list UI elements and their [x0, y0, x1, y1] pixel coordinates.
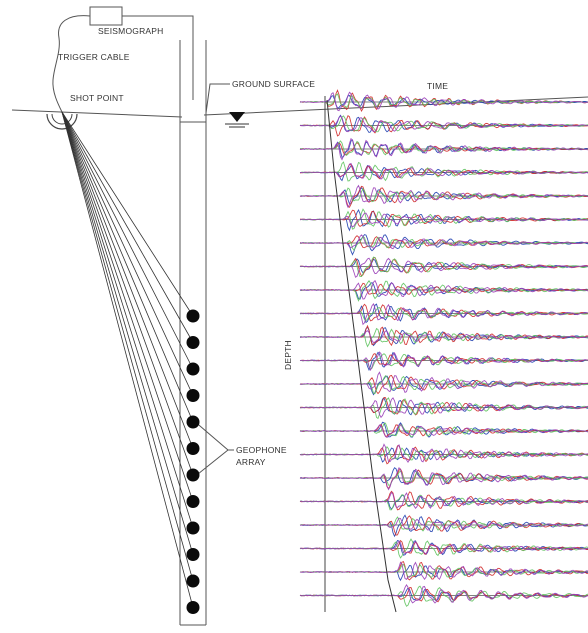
shot-point-label: SHOT POINT: [70, 93, 124, 103]
ray-path: [61, 111, 194, 582]
seismic-trace-wave: [300, 162, 588, 180]
ray-path: [61, 111, 194, 476]
ray-path: [61, 111, 194, 608]
seismic-trace-wave: [299, 584, 588, 604]
seismic-trace-wave: [299, 208, 588, 232]
seismic-trace-wave: [299, 490, 588, 511]
depth-label: DEPTH: [283, 340, 293, 370]
ray-paths: [61, 111, 194, 608]
geophone: [186, 468, 200, 482]
seismic-trace-wave: [299, 303, 588, 326]
time-label: TIME: [427, 81, 449, 91]
seismic-trace-wave: [299, 235, 588, 252]
seismic-trace-wave: [299, 330, 588, 344]
trigger-cable-label: TRIGGER CABLE: [58, 52, 130, 62]
ray-path: [61, 111, 194, 423]
geophone: [186, 574, 200, 588]
seismic-trace-wave: [299, 279, 588, 300]
ray-path: [61, 111, 194, 449]
shot-point-symbol: [46, 113, 78, 130]
seismic-trace-wave: [299, 371, 588, 394]
seismic-traces: [299, 89, 588, 607]
seismic-trace-wave: [299, 93, 588, 110]
geophone: [186, 442, 200, 455]
seismic-trace-wave: [299, 184, 588, 209]
ground-surface-label: GROUND SURFACE: [232, 79, 316, 89]
ray-path: [61, 111, 194, 529]
geophone: [186, 521, 200, 535]
geophone: [186, 495, 200, 508]
seismic-trace-wave: [299, 516, 588, 532]
seismic-trace-wave: [299, 161, 588, 182]
seismograph-box: [89, 6, 123, 26]
seismic-trace-wave: [299, 89, 588, 112]
geophone-label: GEOPHONE: [236, 445, 287, 455]
ground-surface-left: [11, 109, 183, 118]
seismic-trace-wave: [299, 540, 588, 555]
ray-path: [61, 111, 194, 370]
seismic-trace-wave: [299, 324, 588, 347]
ground-surface-right: [203, 96, 588, 116]
ray-path: [61, 111, 194, 396]
seismic-trace-wave: [299, 114, 588, 134]
seismic-trace-wave: [299, 257, 588, 278]
seismic-trace-wave: [299, 468, 588, 490]
ground-surface-leader: [205, 83, 230, 114]
seismic-trace-wave: [299, 115, 588, 133]
seismic-trace-wave: [299, 424, 588, 438]
seismic-trace-wave: [299, 114, 588, 137]
seismic-trace-wave: [300, 91, 588, 112]
seismic-trace-wave: [300, 209, 588, 227]
geophone-array: [186, 309, 200, 614]
seismic-trace-wave: [299, 422, 588, 438]
seismic-trace-wave: [300, 303, 588, 322]
water-table-icon: [229, 112, 245, 122]
seismic-trace-wave: [299, 397, 588, 419]
seismic-trace-wave: [299, 561, 588, 581]
seismic-trace-wave: [299, 563, 588, 578]
ray-path: [61, 111, 194, 343]
ray-path: [61, 111, 194, 502]
geophone: [186, 415, 200, 429]
seismic-trace-wave: [299, 467, 588, 491]
geophone: [186, 362, 200, 376]
geophone: [186, 601, 200, 614]
first-arrival-line: [326, 99, 397, 613]
seismic-trace-wave: [300, 140, 588, 157]
ray-path: [61, 111, 194, 317]
geophone: [186, 548, 200, 561]
seismic-trace-wave: [299, 539, 588, 555]
ray-path: [61, 111, 194, 555]
seismic-trace-wave: [299, 517, 588, 531]
seismic-trace-wave: [299, 491, 588, 510]
trigger-cable: [52, 15, 91, 113]
seismic-trace-wave: [299, 443, 588, 463]
seismic-trace-wave: [299, 351, 588, 372]
seismic-trace-wave: [299, 234, 588, 250]
array-label: ARRAY: [236, 457, 266, 467]
seismograph-label: SEISMOGRAPH: [98, 26, 164, 36]
seismic-trace-wave: [299, 327, 588, 348]
geophone: [186, 336, 200, 349]
shot-point-symbol-inner: [51, 113, 73, 125]
seismic-trace-wave: [299, 212, 588, 228]
geophone: [186, 389, 200, 402]
seismic-trace-wave: [299, 187, 588, 203]
seismic-trace-wave: [299, 137, 588, 161]
seismograph-to-borehole-cable: [122, 15, 194, 100]
geophone: [186, 309, 200, 323]
